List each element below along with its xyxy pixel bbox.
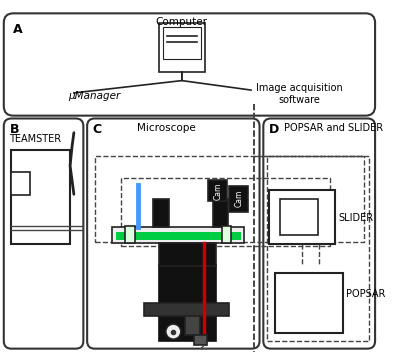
Circle shape xyxy=(166,324,181,339)
Bar xyxy=(144,303,229,316)
Bar xyxy=(163,27,201,59)
Bar xyxy=(11,172,30,195)
Bar xyxy=(125,227,134,243)
Bar xyxy=(208,180,227,201)
Text: μManager: μManager xyxy=(68,91,120,101)
Bar xyxy=(154,199,168,227)
FancyBboxPatch shape xyxy=(87,118,260,349)
Bar xyxy=(229,186,248,212)
Bar xyxy=(275,273,343,333)
Text: Computer: Computer xyxy=(156,17,208,27)
Text: Cam: Cam xyxy=(213,183,222,200)
Text: POPSAR and SLIDER: POPSAR and SLIDER xyxy=(284,123,383,133)
Bar xyxy=(280,199,318,235)
Bar xyxy=(159,243,216,266)
Text: SLIDER: SLIDER xyxy=(338,213,373,223)
Bar xyxy=(267,156,370,341)
Bar xyxy=(95,156,364,241)
Text: Cam: Cam xyxy=(234,190,243,207)
Text: Microscope: Microscope xyxy=(137,123,196,133)
Text: TEAMSTER: TEAMSTER xyxy=(10,134,62,144)
Text: A: A xyxy=(13,23,23,36)
Bar xyxy=(159,23,204,72)
Bar xyxy=(159,265,216,341)
FancyBboxPatch shape xyxy=(4,13,375,115)
Bar xyxy=(213,199,228,227)
FancyBboxPatch shape xyxy=(263,118,375,349)
Bar xyxy=(11,150,70,244)
Text: Image acquisition
software: Image acquisition software xyxy=(256,83,342,105)
Bar xyxy=(116,232,240,240)
Text: D: D xyxy=(269,123,279,136)
Text: B: B xyxy=(10,123,19,136)
Text: POPSAR: POPSAR xyxy=(346,289,385,299)
FancyBboxPatch shape xyxy=(4,118,83,349)
Bar xyxy=(121,178,330,247)
Text: C: C xyxy=(93,123,102,136)
Bar xyxy=(222,227,231,243)
Bar xyxy=(194,335,208,345)
Bar xyxy=(112,227,244,243)
Bar xyxy=(269,190,335,244)
Bar xyxy=(185,316,200,335)
